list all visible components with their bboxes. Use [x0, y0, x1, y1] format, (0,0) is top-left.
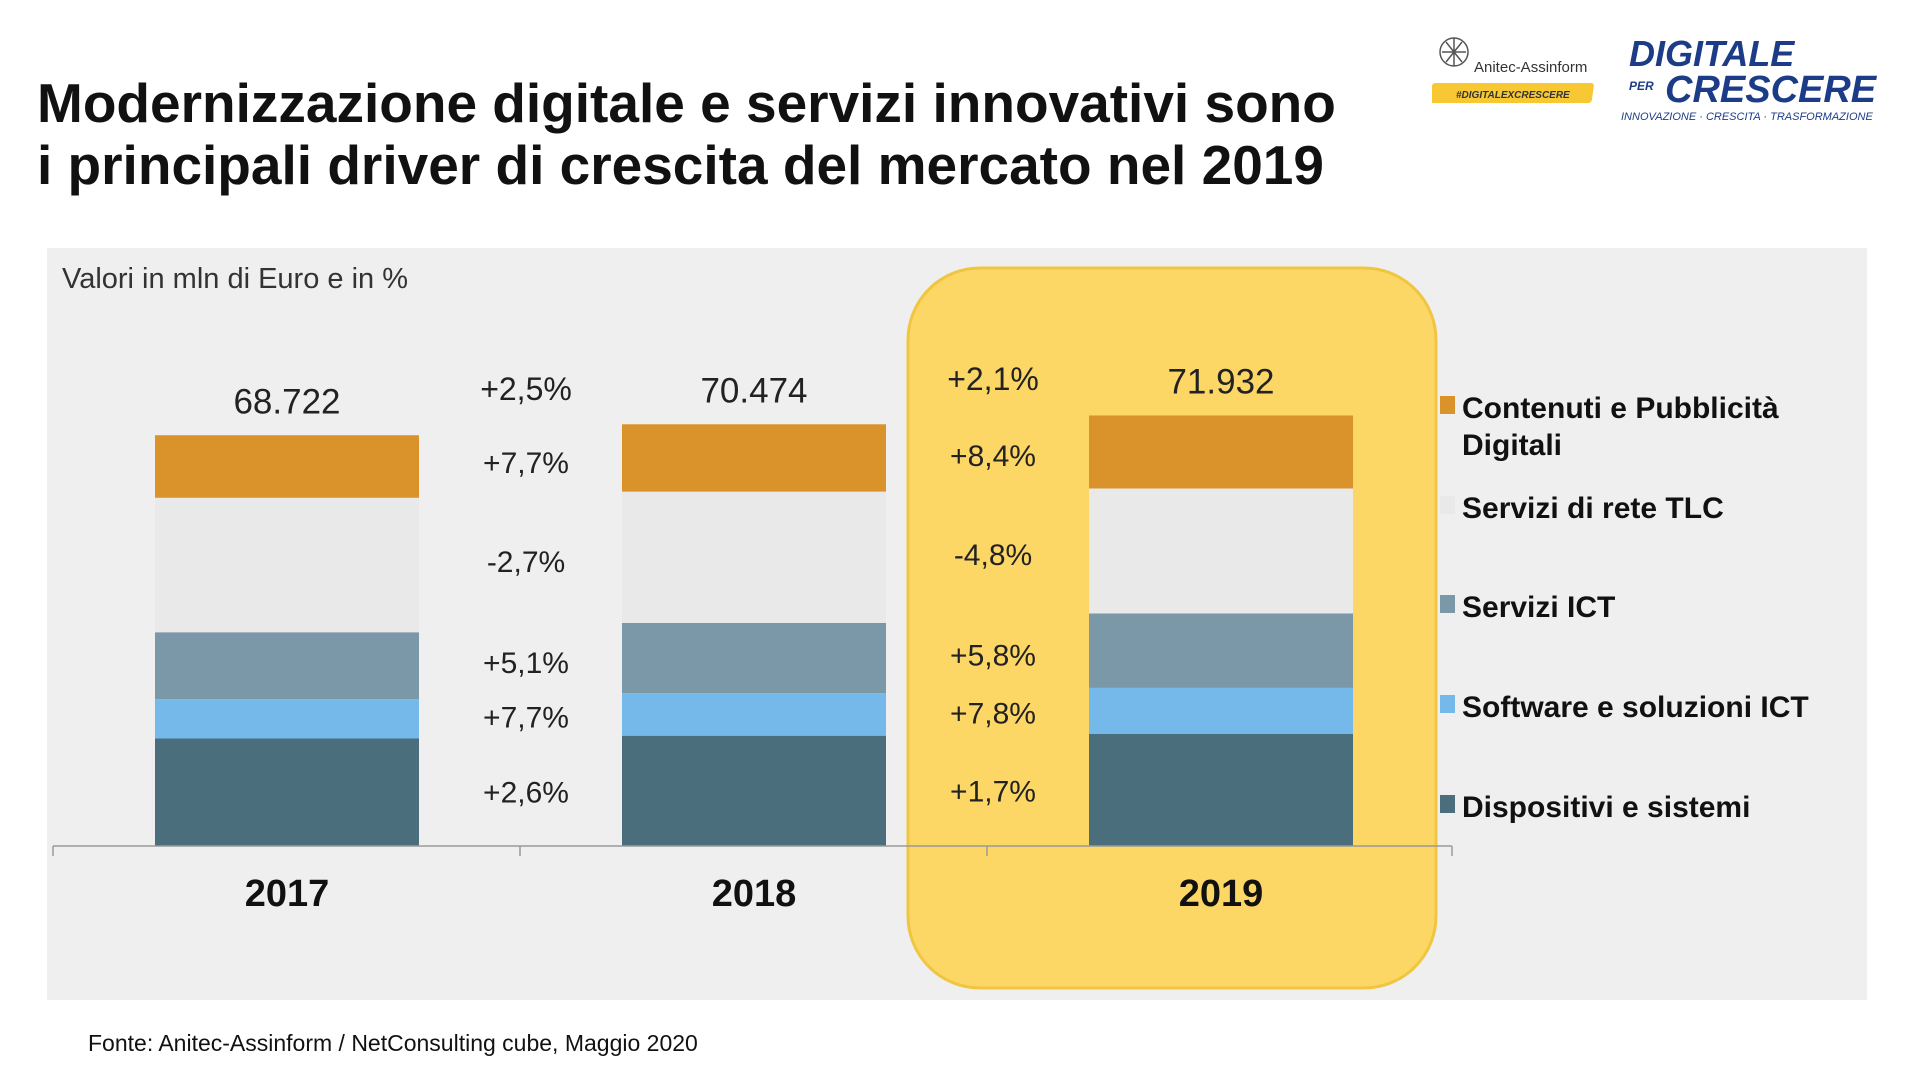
bar-2017-servizi-di-rete-tlc — [155, 497, 419, 633]
page-title: Modernizzazione digitale e servizi innov… — [37, 72, 1457, 196]
growth-2017-2018-servizi-ict: +5,1% — [483, 647, 569, 680]
legend-label-0-line-1: Digitali — [1462, 429, 1562, 462]
growth-total-2018-2019: +2,1% — [947, 361, 1039, 397]
bar-2018-contenuti-e-pubblicit-digitali — [622, 424, 886, 492]
dpc-line-1: DIGITALE — [1629, 33, 1795, 74]
x-tick-label-2017: 2017 — [245, 873, 330, 915]
growth-2018-2019-dispositivi-e-sistemi: +1,7% — [950, 775, 1036, 808]
anitec-tag: #DIGITALEXCRESCERE — [1456, 90, 1570, 101]
growth-2018-2019-servizi-ict: +5,8% — [950, 639, 1036, 672]
x-tick-label-2018: 2018 — [712, 873, 797, 915]
bar-2017-software-e-soluzioni-ict — [155, 699, 419, 739]
dpc-per: PER — [1629, 79, 1654, 93]
growth-2017-2018-software-e-soluzioni-ict: +7,7% — [483, 702, 569, 735]
anitec-tag-band — [1432, 83, 1594, 103]
bar-2018-dispositivi-e-sistemi — [622, 735, 886, 846]
anitec-name: Anitec-Assinform — [1474, 59, 1587, 76]
bar-2018-servizi-ict — [622, 622, 886, 694]
legend: Contenuti e Pubblicità Digitali Servizi di… — [1440, 392, 1809, 824]
legend-label-2-line-0: Servizi ICT — [1462, 591, 1615, 624]
growth-2017-2018-contenuti-e-pubblicit-digitali: +7,7% — [483, 447, 569, 480]
bar-2019-dispositivi-e-sistemi — [1089, 733, 1353, 846]
bar-2017-contenuti-e-pubblicit-digitali — [155, 435, 419, 498]
growth-total-2017-2018: +2,5% — [480, 371, 572, 407]
source-note: Fonte: Anitec-Assinform / NetConsulting … — [88, 1030, 698, 1056]
bar-2019-contenuti-e-pubblicit-digitali — [1089, 415, 1353, 489]
bar-2019-software-e-soluzioni-ict — [1089, 687, 1353, 734]
chart-subtitle: Valori in mln di Euro e in % — [62, 263, 408, 295]
title-line-2: i principali driver di crescita del merc… — [37, 134, 1324, 196]
digitale-per-crescere-logo: DIGITALE PER CRESCERE INNOVAZIONE · CRES… — [1621, 33, 1878, 123]
legend-label-3-line-0: Software e soluzioni ICT — [1462, 691, 1809, 724]
x-tick-label-2019: 2019 — [1179, 873, 1264, 915]
legend-swatch-1 — [1440, 496, 1455, 514]
legend-swatch-0 — [1440, 396, 1455, 414]
anitec-emblem-icon — [1439, 37, 1469, 67]
x-axis: 2017 2018 2019 — [52, 845, 1453, 915]
dpc-line-2: CRESCERE — [1665, 69, 1878, 111]
legend-label-1-line-0: Servizi di rete TLC — [1462, 492, 1724, 525]
growth-labels-group: +2,5% +2,6% +7,7% +5,1% -2,7% +7,7% +2,1% +1,7%… — [480, 361, 1039, 810]
legend-swatch-2 — [1440, 595, 1455, 613]
growth-2017-2018-dispositivi-e-sistemi: +2,6% — [483, 777, 569, 810]
legend-swatch-4 — [1440, 795, 1455, 813]
legend-label-0-line-0: Contenuti e Pubblicità — [1462, 392, 1779, 425]
totals-group: 68.722 70.474 71.932 — [233, 362, 1274, 421]
dpc-tagline: INNOVAZIONE · CRESCITA · TRASFORMAZIONE — [1621, 111, 1873, 123]
legend-label-4-line-0: Dispositivi e sistemi — [1462, 791, 1750, 824]
growth-2018-2019-contenuti-e-pubblicit-digitali: +8,4% — [950, 440, 1036, 473]
bar-2018-software-e-soluzioni-ict — [622, 693, 886, 736]
bar-2019-servizi-ict — [1089, 613, 1353, 688]
anitec-assinform-logo: Anitec-Assinform #DIGITALEXCRESCERE — [1432, 37, 1594, 103]
growth-2017-2018-servizi-di-rete-tlc: -2,7% — [487, 546, 565, 579]
total-label-2019: 71.932 — [1167, 362, 1274, 401]
growth-2018-2019-software-e-soluzioni-ict: +7,8% — [950, 698, 1036, 731]
total-label-2017: 68.722 — [233, 382, 340, 421]
bars-group — [155, 415, 1353, 846]
legend-swatch-3 — [1440, 695, 1455, 713]
bar-2017-dispositivi-e-sistemi — [155, 738, 419, 846]
bar-2018-servizi-di-rete-tlc — [622, 491, 886, 623]
bar-2017-servizi-ict — [155, 632, 419, 700]
growth-2018-2019-servizi-di-rete-tlc: -4,8% — [954, 539, 1032, 572]
bar-2019-servizi-di-rete-tlc — [1089, 488, 1353, 614]
title-line-1: Modernizzazione digitale e servizi innov… — [37, 72, 1336, 134]
total-label-2018: 70.474 — [700, 371, 807, 410]
